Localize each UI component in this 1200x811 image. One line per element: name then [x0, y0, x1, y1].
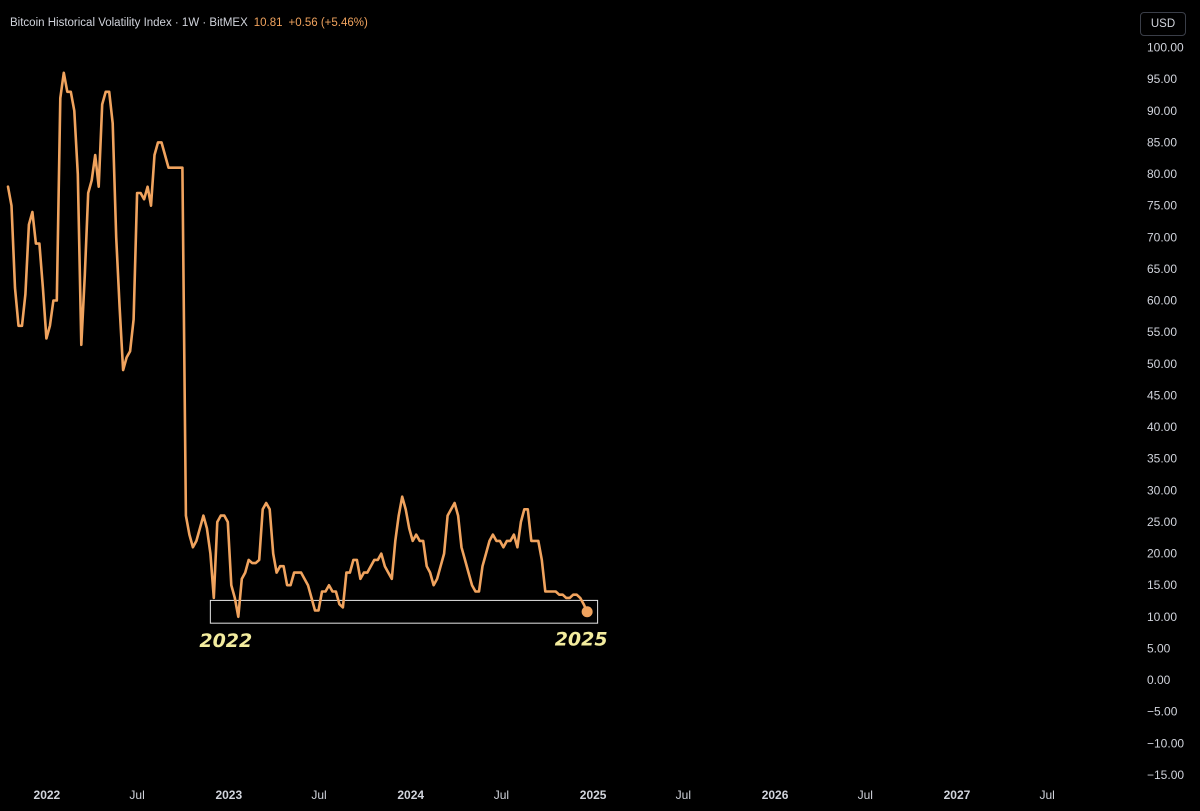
x-tick-label-month: Jul: [311, 788, 326, 802]
y-tick-label: 75.00: [1147, 199, 1177, 213]
y-tick-label: 60.00: [1147, 294, 1177, 308]
series: [6, 71, 593, 619]
y-tick-label: 0.00: [1147, 673, 1171, 687]
y-tick-label: 55.00: [1147, 325, 1177, 339]
y-tick-label: 25.00: [1147, 515, 1177, 529]
y-tick-label: 85.00: [1147, 135, 1177, 149]
last-point-marker: [581, 606, 593, 618]
annotation-label: 2022: [199, 630, 252, 652]
x-tick-label-year: 2022: [34, 788, 61, 802]
x-tick-label-year: 2024: [397, 788, 424, 802]
currency-button[interactable]: USD: [1140, 12, 1186, 36]
annotations: 2022 2025: [199, 599, 608, 652]
x-axis: 2022 Jul 2023 Jul 2024 Jul 2025 Jul 2026 Jul 2027 J…: [34, 788, 1055, 802]
x-tick-label-year: 2025: [580, 788, 607, 802]
x-tick-label-month: Jul: [858, 788, 873, 802]
y-tick-label: 90.00: [1147, 104, 1177, 118]
y-tick-label: 95.00: [1147, 72, 1177, 86]
y-tick-label: 80.00: [1147, 167, 1177, 181]
y-tick-label: 50.00: [1147, 357, 1177, 371]
symbol-title: Bitcoin Historical Volatility Index · 1W…: [10, 17, 248, 29]
y-tick-label: 65.00: [1147, 262, 1177, 276]
y-tick-label: −5.00: [1147, 705, 1178, 719]
x-tick-label-year: 2026: [762, 788, 789, 802]
chart-legend: Bitcoin Historical Volatility Index · 1W…: [10, 17, 368, 29]
y-tick-label: 20.00: [1147, 547, 1177, 561]
price-change: +0.56 (+5.46%): [288, 17, 368, 29]
y-tick-label: 15.00: [1147, 578, 1177, 592]
series-line: [6, 71, 589, 619]
y-tick-label: −15.00: [1147, 768, 1184, 782]
last-value: 10.81: [253, 17, 283, 29]
y-tick-label: 45.00: [1147, 388, 1177, 402]
y-tick-label: 70.00: [1147, 230, 1177, 244]
x-tick-label-year: 2023: [215, 788, 242, 802]
x-tick-label-month: Jul: [676, 788, 691, 802]
y-tick-label: 30.00: [1147, 483, 1177, 497]
y-tick-label: 5.00: [1147, 641, 1171, 655]
x-tick-label-month: Jul: [129, 788, 144, 802]
x-tick-label-year: 2027: [944, 788, 971, 802]
y-tick-label: 10.00: [1147, 610, 1177, 624]
y-tick-label: 40.00: [1147, 420, 1177, 434]
annotation-label: 2025: [555, 628, 608, 650]
y-tick-label: −10.00: [1147, 736, 1184, 750]
y-axis: 100.00 95.00 90.00 85.00 80.00 75.00 70.00 65.0…: [1147, 41, 1184, 783]
x-tick-label-month: Jul: [1039, 788, 1054, 802]
highlight-box: [209, 599, 599, 624]
y-tick-label: 100.00: [1147, 41, 1184, 55]
x-tick-label-month: Jul: [494, 788, 509, 802]
y-tick-label: 35.00: [1147, 452, 1177, 466]
